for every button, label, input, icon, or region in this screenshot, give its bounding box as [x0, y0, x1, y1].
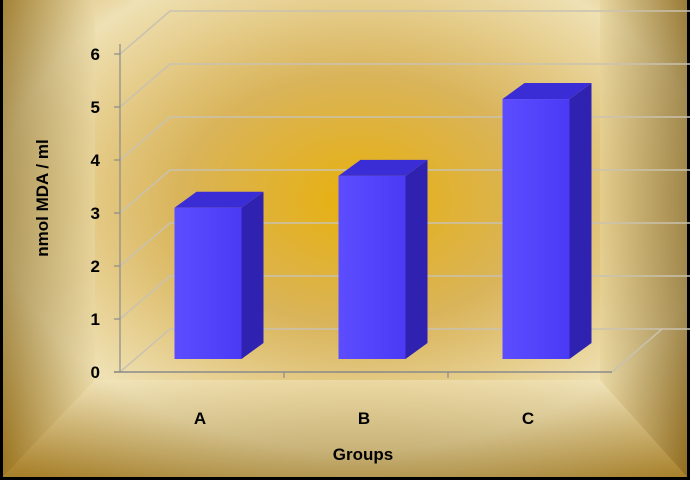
bar-group — [502, 83, 592, 360]
x-tick-label: C — [522, 409, 534, 428]
bar-top — [502, 83, 592, 100]
bars — [174, 83, 592, 360]
y-tick-label: 0 — [91, 363, 100, 382]
y-tick-label: 5 — [91, 98, 100, 117]
x-tick-label: B — [358, 409, 370, 428]
y-axis-title: nmol MDA / ml — [33, 139, 52, 256]
gridline — [119, 10, 690, 55]
bar — [174, 207, 242, 359]
y-tick-label: 6 — [91, 45, 100, 64]
bar-side — [241, 191, 264, 359]
x-axis-title: Groups — [333, 445, 393, 464]
frame-right-panel — [600, 0, 687, 477]
frame-floor-panel — [3, 380, 687, 477]
bar-group — [174, 191, 264, 359]
gridline — [119, 63, 690, 108]
frame-left-panel — [3, 0, 95, 477]
floor-edge — [611, 328, 663, 373]
y-tick-label: 4 — [91, 151, 101, 170]
bar — [338, 175, 406, 359]
x-tick-label: A — [194, 409, 206, 428]
bar — [502, 99, 570, 360]
bar-side — [405, 159, 428, 359]
bar-group — [338, 159, 428, 359]
y-tick-label: 1 — [91, 310, 100, 329]
axes: 0 1 2 3 4 5 6 A B C — [91, 44, 663, 428]
bar-side — [569, 83, 592, 360]
y-tick-label: 2 — [91, 257, 100, 276]
bar-top — [338, 159, 428, 176]
y-tick-label: 3 — [91, 204, 100, 223]
bar-top — [174, 191, 264, 208]
